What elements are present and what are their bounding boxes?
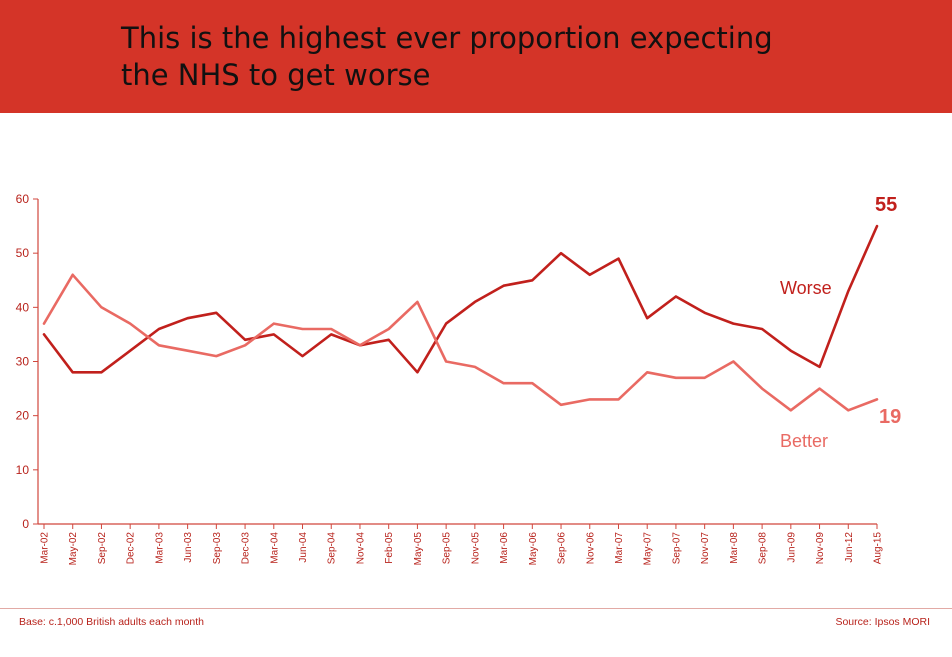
- y-axis: 0 10 20 30 40 50 60: [16, 192, 39, 531]
- y-tick-label: 30: [16, 355, 30, 369]
- source-note: Source: Ipsos MORI: [835, 616, 930, 628]
- x-tick-label: Sep-04: [327, 532, 338, 565]
- footer: Base: c.1,000 British adults each month …: [0, 608, 952, 636]
- better-end-label: 19: [879, 406, 901, 428]
- x-tick-label: Mar-02: [40, 532, 51, 564]
- x-tick-label: Nov-06: [585, 532, 596, 565]
- better-series-line: [42, 273, 879, 412]
- x-axis: Mar-02 May-02 Sep-02 Dec-02 Mar-03 Jun-03 Sep-…: [38, 523, 884, 566]
- x-tick-label: Sep-07: [671, 532, 682, 565]
- x-tick-label: Mar-08: [729, 532, 740, 564]
- y-tick-label: 20: [16, 409, 30, 423]
- x-tick-label: May-05: [413, 532, 424, 566]
- worse-end-label: 55: [875, 194, 897, 216]
- y-tick-label: 10: [16, 463, 30, 477]
- series-lines: [42, 224, 879, 412]
- x-tick-label: Jun-09: [786, 532, 797, 563]
- base-note: Base: c.1,000 British adults each month: [19, 616, 205, 628]
- x-tick-label: May-02: [68, 532, 79, 566]
- x-tick-label: May-06: [528, 532, 539, 566]
- y-tick-label: 40: [16, 300, 30, 314]
- x-tick-label: Sep-03: [212, 532, 223, 565]
- x-tick-label: Jun-12: [844, 532, 855, 563]
- x-tick-label: Mar-07: [614, 532, 625, 564]
- x-tick-label: Nov-09: [815, 532, 826, 565]
- y-tick-label: 0: [22, 517, 29, 531]
- y-tick-label: 50: [16, 246, 30, 260]
- worse-series-line: [42, 224, 879, 374]
- y-tick-label: 60: [16, 192, 30, 206]
- x-tick-label: Feb-05: [384, 532, 395, 564]
- page-title: This is the highest ever proportion expe…: [121, 20, 881, 94]
- x-tick-label: Dec-03: [241, 532, 252, 565]
- x-tick-label: Aug-15: [873, 532, 884, 565]
- x-tick-label: Nov-05: [470, 532, 481, 565]
- x-tick-label: Jun-03: [183, 532, 194, 563]
- title-line-2: the NHS to get worse: [121, 58, 431, 92]
- better-series-label: Better: [780, 431, 828, 451]
- x-tick-label: Mar-03: [154, 532, 165, 564]
- x-tick-label: Sep-05: [442, 532, 453, 565]
- x-tick-label: Mar-04: [269, 532, 280, 564]
- title-line-1: This is the highest ever proportion expe…: [121, 21, 773, 55]
- x-tick-label: Sep-02: [97, 532, 108, 565]
- worse-series-label: Worse: [780, 278, 832, 298]
- x-tick-label: Nov-04: [355, 532, 366, 565]
- x-tick-label: May-07: [643, 532, 654, 566]
- x-tick-label: Jun-04: [298, 532, 309, 563]
- x-tick-label: Sep-06: [557, 532, 568, 565]
- x-tick-label: Dec-02: [126, 532, 137, 565]
- title-banner: This is the highest ever proportion expe…: [0, 0, 952, 113]
- x-tick-label: Sep-08: [758, 532, 769, 565]
- x-tick-label: Mar-06: [499, 532, 510, 564]
- x-tick-label: Nov-07: [700, 532, 711, 565]
